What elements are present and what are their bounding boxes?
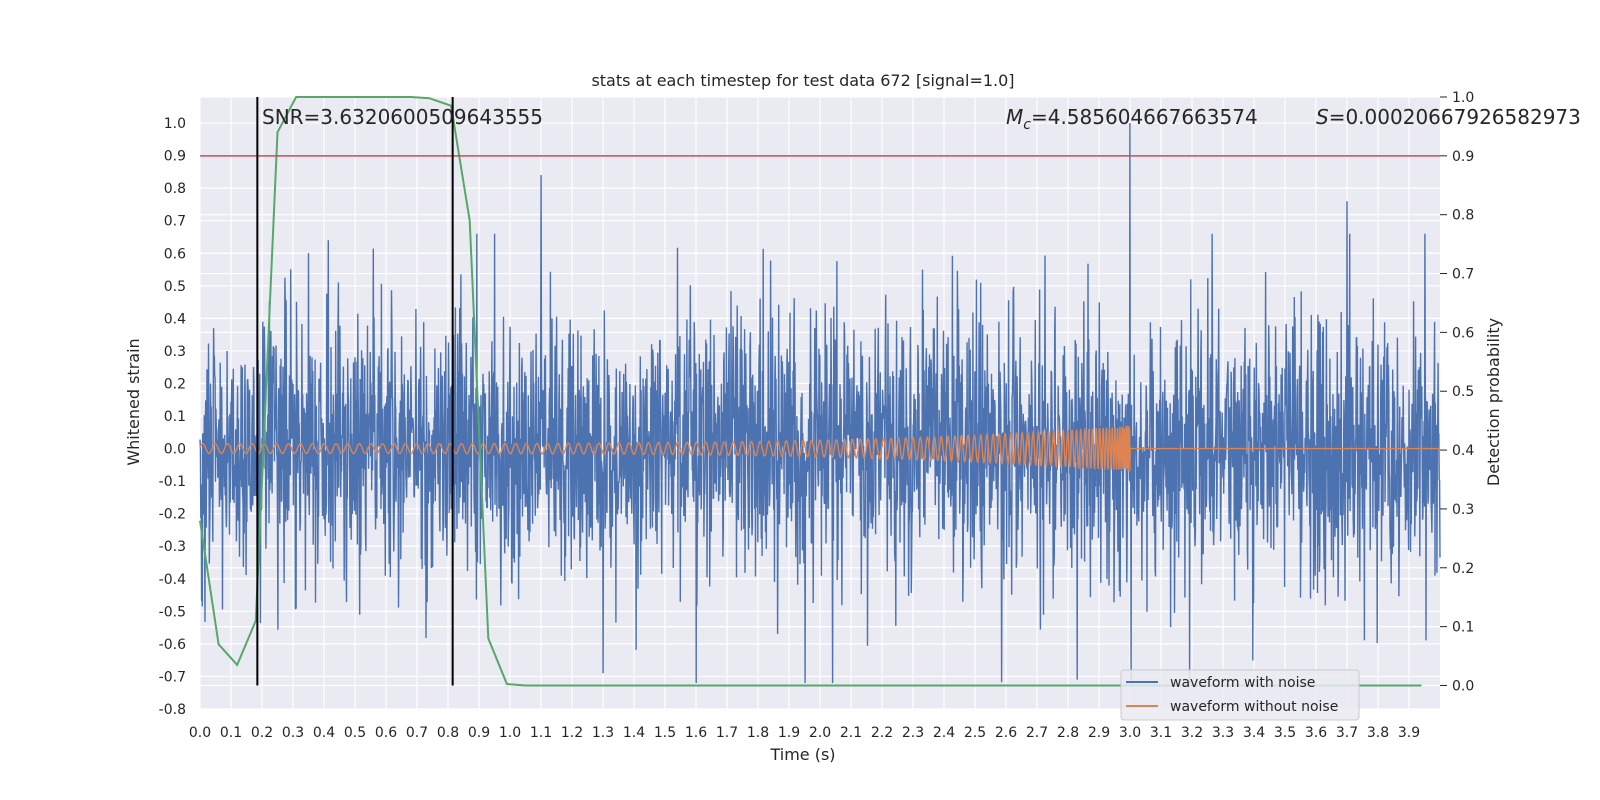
x-tick-label: 2.6 bbox=[995, 725, 1017, 741]
x-tick-label: 1.1 bbox=[530, 725, 552, 741]
x-tick-label: 2.1 bbox=[840, 725, 862, 741]
y2-tick-label: 0.6 bbox=[1452, 325, 1474, 341]
snr-annotation: SNR=3.6320600509643555 bbox=[262, 105, 543, 129]
y2-tick-label: 0.0 bbox=[1452, 678, 1474, 694]
y-tick-label: 0.3 bbox=[164, 344, 186, 360]
x-tick-label: 2.2 bbox=[871, 725, 893, 741]
y-tick-label: -0.7 bbox=[159, 669, 186, 685]
y-axis-label: Whitened strain bbox=[124, 338, 143, 465]
noise-trace bbox=[199, 122, 1441, 684]
x-tick-label: 3.2 bbox=[1181, 725, 1203, 741]
y2-tick-label: 0.9 bbox=[1452, 149, 1474, 165]
y-tick-label: 0.0 bbox=[164, 442, 186, 458]
y2-tick-label: 1.0 bbox=[1452, 90, 1474, 106]
chart-title: stats at each timestep for test data 672… bbox=[591, 71, 1014, 90]
y-tick-label: 0.5 bbox=[164, 279, 186, 295]
y-tick-label: 0.1 bbox=[164, 409, 186, 425]
y-tick-label: 0.4 bbox=[164, 311, 186, 327]
x-tick-label: 0.1 bbox=[220, 725, 242, 741]
y2-tick-label: 0.3 bbox=[1452, 502, 1474, 518]
x-tick-label: 3.3 bbox=[1212, 725, 1234, 741]
x-tick-label: 2.9 bbox=[1088, 725, 1110, 741]
y2-tick-label: 0.7 bbox=[1452, 267, 1474, 283]
y2-tick-label: 0.4 bbox=[1452, 443, 1474, 459]
series-waveform-with-noise bbox=[199, 122, 1441, 684]
y-tick-label: 0.6 bbox=[164, 246, 186, 262]
clean-trace bbox=[199, 425, 1440, 472]
series-detection-probability bbox=[199, 96, 1422, 687]
x-tick-label: 3.4 bbox=[1243, 725, 1265, 741]
y-tick-label: -0.3 bbox=[159, 539, 186, 555]
probability-trace bbox=[199, 96, 1422, 687]
y-tick-label: 0.7 bbox=[164, 214, 186, 230]
x-tick-label: 3.1 bbox=[1150, 725, 1172, 741]
y-tick-label: -0.2 bbox=[159, 507, 186, 523]
y-tick-label: 0.2 bbox=[164, 376, 186, 392]
x-tick-label: 3.9 bbox=[1398, 725, 1420, 741]
x-axis-ticks: 0.0 0.1 0.2 0.3 0.4 0.5 0.6 0.7 0.8 0.9 1.0 1.1 1.2 1… bbox=[189, 725, 1420, 741]
x-tick-label: 1.3 bbox=[592, 725, 614, 741]
y2-tick-label: 0.2 bbox=[1452, 561, 1474, 577]
x-tick-label: 2.3 bbox=[902, 725, 924, 741]
y-axis-ticks: -0.8 -0.7 -0.6 -0.5 -0.4 -0.3 -0.2 -0.1 0.0 0.1 0.… bbox=[159, 116, 186, 718]
y-tick-label: 0.8 bbox=[164, 181, 186, 197]
x-tick-label: 1.0 bbox=[499, 725, 521, 741]
y-tick-label: -0.8 bbox=[159, 702, 186, 718]
y-tick-label: -0.1 bbox=[159, 474, 186, 490]
x-tick-label: 0.2 bbox=[251, 725, 273, 741]
y-tick-label: -0.4 bbox=[159, 572, 186, 588]
x-tick-label: 2.4 bbox=[933, 725, 955, 741]
x-tick-label: 1.5 bbox=[654, 725, 676, 741]
x-tick-label: 1.6 bbox=[685, 725, 707, 741]
x-tick-label: 1.9 bbox=[778, 725, 800, 741]
y-tick-label: -0.6 bbox=[159, 637, 186, 653]
x-axis-label: Time (s) bbox=[769, 745, 835, 764]
y-tick-label: -0.5 bbox=[159, 604, 186, 620]
legend-box bbox=[1120, 669, 1360, 721]
y2-axis-ticks: 0.0 0.1 0.2 0.3 0.4 0.5 0.6 0.7 0.8 0.9 1.0 bbox=[1440, 90, 1474, 694]
reference-lines bbox=[200, 97, 1440, 686]
x-tick-label: 0.6 bbox=[375, 725, 397, 741]
x-tick-label: 0.7 bbox=[406, 725, 428, 741]
x-tick-label: 1.4 bbox=[623, 725, 645, 741]
y2-tick-label: 0.1 bbox=[1452, 620, 1474, 636]
legend: waveform with noise waveform without noi… bbox=[1120, 669, 1360, 721]
x-tick-label: 3.8 bbox=[1367, 725, 1389, 741]
x-tick-label: 1.7 bbox=[716, 725, 738, 741]
x-tick-label: 0.3 bbox=[282, 725, 304, 741]
legend-label-clean: waveform without noise bbox=[1170, 699, 1338, 715]
x-tick-label: 3.5 bbox=[1274, 725, 1296, 741]
x-tick-label: 2.8 bbox=[1057, 725, 1079, 741]
y2-tick-label: 0.8 bbox=[1452, 208, 1474, 224]
legend-label-noise: waveform with noise bbox=[1170, 675, 1315, 691]
x-tick-label: 1.8 bbox=[747, 725, 769, 741]
y-tick-label: 1.0 bbox=[164, 116, 186, 132]
y2-axis-label: Detection probability bbox=[1484, 318, 1503, 486]
x-tick-label: 3.0 bbox=[1119, 725, 1141, 741]
x-tick-label: 3.7 bbox=[1336, 725, 1358, 741]
x-tick-label: 0.9 bbox=[468, 725, 490, 741]
x-tick-label: 1.2 bbox=[561, 725, 583, 741]
y-tick-label: 0.9 bbox=[164, 149, 186, 165]
x-tick-label: 0.4 bbox=[313, 725, 335, 741]
x-tick-label: 2.5 bbox=[964, 725, 986, 741]
s-annotation: S=0.00020667926582973 bbox=[1316, 105, 1581, 129]
y2-tick-label: 0.5 bbox=[1452, 384, 1474, 400]
x-tick-label: 2.7 bbox=[1026, 725, 1048, 741]
series-waveform-without-noise bbox=[199, 425, 1440, 472]
x-tick-label: 0.8 bbox=[437, 725, 459, 741]
x-tick-label: 0.5 bbox=[344, 725, 366, 741]
x-tick-label: 3.6 bbox=[1305, 725, 1327, 741]
chirp-mass-annotation: Mc=4.585604667663574 bbox=[1006, 105, 1258, 133]
x-tick-label: 2.0 bbox=[809, 725, 831, 741]
x-tick-label: 0.0 bbox=[189, 725, 211, 741]
